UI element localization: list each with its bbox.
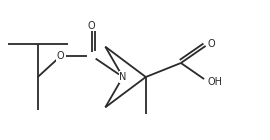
Text: O: O [57, 51, 65, 61]
Text: OH: OH [208, 77, 223, 87]
Text: O: O [208, 39, 215, 49]
Text: N: N [119, 72, 127, 82]
Text: O: O [88, 21, 96, 31]
